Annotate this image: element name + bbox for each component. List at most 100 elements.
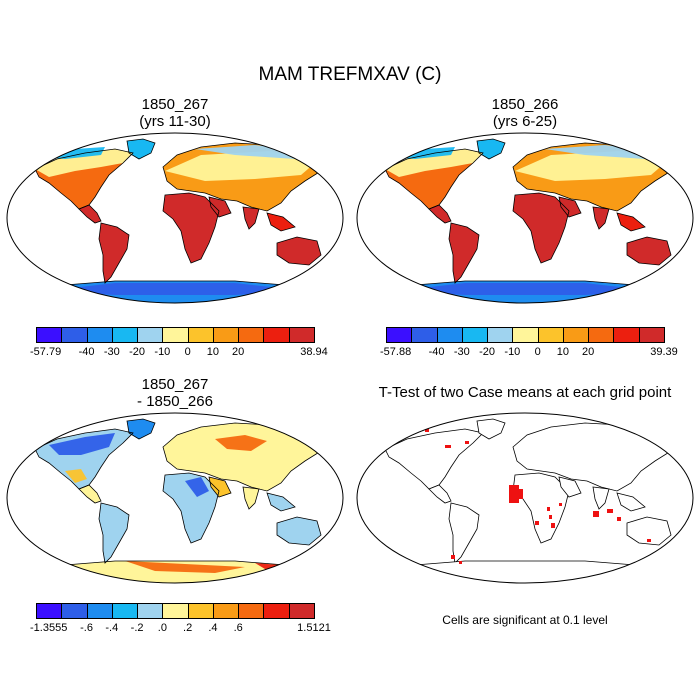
colorbar-swatch [61, 327, 88, 343]
significant-cell [559, 503, 562, 506]
colorbar-label: -30 [103, 346, 120, 358]
colorbar-swatch [137, 327, 164, 343]
coastline-europe-asia [512, 422, 674, 492]
coastline-central-america [428, 204, 452, 224]
colorbar-swatch [411, 327, 438, 343]
field-region [35, 149, 133, 177]
colorbar-swatch [288, 603, 315, 619]
panel-title-bottom-left: 1850_267 - 1850_266 [15, 376, 335, 410]
colorbar-swatch [238, 327, 265, 343]
significance-note: Cells are significant at 0.1 level [442, 613, 608, 627]
colorbar-label: -20 [129, 346, 146, 358]
land-europe-asia [163, 423, 323, 491]
significant-cell [459, 561, 462, 564]
coastline-greenland [476, 418, 506, 440]
land-central-america [79, 485, 101, 503]
coastline-north-america [384, 428, 484, 490]
colorbar-swatch [162, 327, 189, 343]
panel-title-line1: 1850_267 [141, 96, 209, 113]
coastline-greenland [126, 138, 156, 160]
significant-cell [593, 511, 599, 517]
significant-cell [425, 429, 429, 432]
colorbar-label: .2 [183, 622, 193, 634]
colorbar-swatch [263, 327, 290, 343]
colorbar-label: -30 [453, 346, 470, 358]
coastline-se-asia [616, 212, 646, 232]
coastline-india [242, 206, 260, 230]
land-africa [513, 193, 569, 263]
colorbar-swatch [263, 603, 290, 619]
significant-cell [451, 555, 455, 559]
map-top-right [356, 132, 694, 304]
field-region [395, 283, 655, 295]
coastline-arabia [208, 196, 232, 218]
colorbar-label: .6 [233, 622, 243, 634]
land-australia [277, 517, 321, 545]
map-top-left [6, 132, 344, 304]
coastline-arabia [558, 196, 582, 218]
map-border [356, 132, 694, 304]
colorbar-swatch [562, 327, 590, 343]
colorbar-swatch [212, 327, 240, 343]
colorbar-swatch [461, 327, 489, 343]
colorbar-label: 20 [232, 346, 245, 358]
colorbar-bottom-left: -1.3555 -.6 -.4 -.2 .0 .2 .4 .6 1.5121 [30, 603, 331, 635]
coastline-australia [276, 236, 322, 266]
colorbar-label: 1.5121 [297, 622, 331, 634]
coastline-india [592, 486, 610, 510]
land-south-america [99, 223, 129, 283]
colorbar-label: -20 [479, 346, 496, 358]
panel-title-top-right: 1850_266 (yrs 6-25) [365, 96, 685, 130]
map-border [6, 412, 344, 584]
significant-cell [607, 509, 613, 513]
land-greenland [127, 419, 155, 439]
significant-cell [549, 515, 552, 519]
colorbar-label: 39.39 [650, 346, 678, 358]
coastline-africa [162, 192, 220, 264]
coastline-central-america [78, 204, 102, 224]
coastline-se-asia [266, 212, 296, 232]
field-region [165, 151, 315, 181]
colorbar-top-left: -57.79 -40 -30 -20 -10 0 10 20 38.94 [30, 327, 328, 359]
colorbar-label: -10 [504, 346, 521, 358]
land-south-america [449, 223, 479, 283]
colorbar-swatch [487, 327, 514, 343]
significant-cell [445, 445, 451, 448]
colorbar-label: 10 [206, 346, 220, 358]
colorbar-label: 0 [184, 346, 191, 358]
significant-cell [647, 539, 651, 542]
map-border [356, 412, 694, 584]
coastline-india [242, 486, 260, 510]
coastline-arabia [558, 476, 582, 498]
coastline-south-america [98, 502, 130, 564]
panel-title-bottom-right: T-Test of two Case means at each grid po… [350, 384, 700, 401]
coastline-europe-asia [512, 142, 674, 212]
colorbar-swatch [86, 603, 113, 619]
colorbar-top-right: -57.88 -40 -30 -20 -10 0 10 20 39.39 [380, 327, 678, 359]
land-central-america [79, 205, 101, 223]
colorbar-swatch [512, 327, 539, 343]
land-australia [277, 237, 321, 265]
land-greenland [477, 139, 505, 159]
map-border [6, 132, 344, 304]
coastline-north-america [384, 148, 484, 210]
significant-cell [535, 521, 539, 525]
panel-title-line2: - 1850_266 [137, 393, 213, 410]
colorbar-label: -40 [428, 346, 445, 358]
colorbar-swatch [386, 327, 413, 343]
colorbar-swatch [436, 327, 463, 343]
colorbar-swatch [61, 603, 88, 619]
coastline-north-america [34, 148, 134, 210]
coastline-india [592, 206, 610, 230]
colorbar-swatch [137, 603, 164, 619]
significant-cell [617, 517, 621, 521]
map-bottom-left [6, 412, 344, 584]
colorbar-swatch [36, 603, 63, 619]
colorbar-label: -1.3555 [30, 622, 68, 634]
coastline-africa [162, 472, 220, 544]
colorbar-swatch [187, 327, 214, 343]
colorbar-swatch [238, 603, 265, 619]
land-south-america [99, 503, 129, 563]
coastline-antarctica [382, 560, 668, 583]
coastline-australia [276, 516, 322, 546]
